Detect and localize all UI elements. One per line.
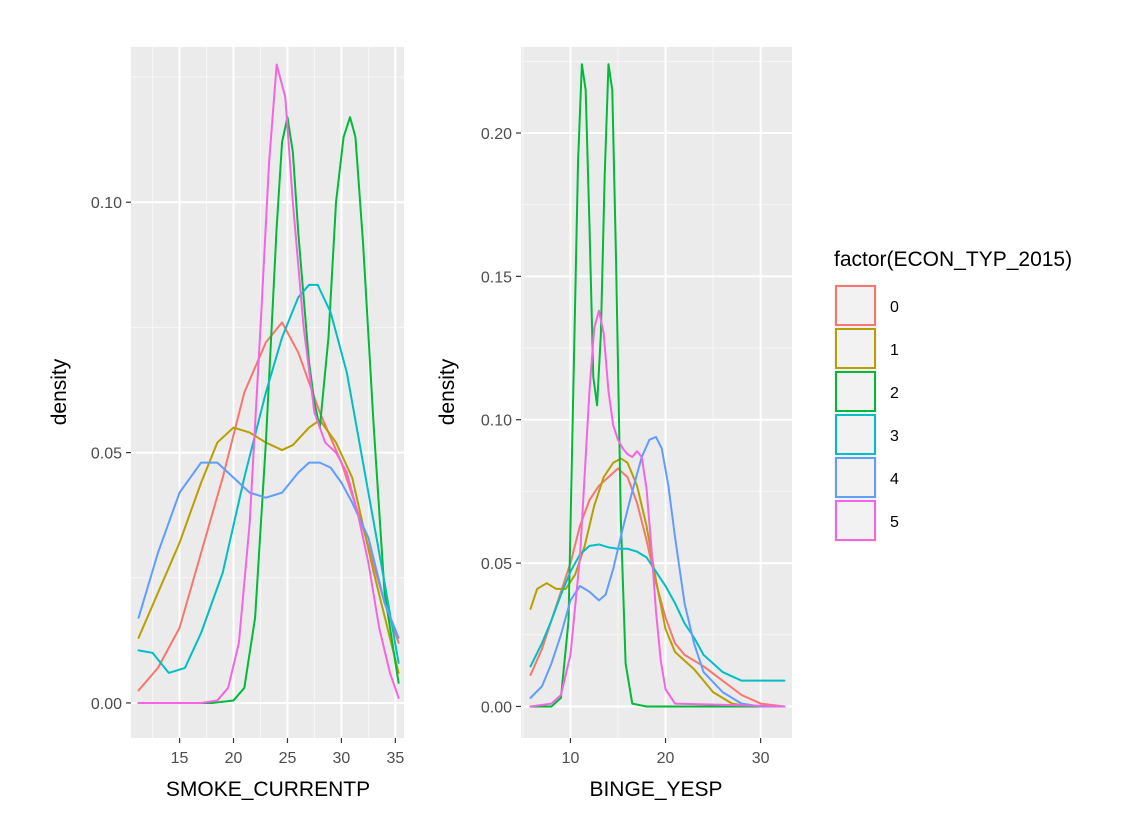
binge-y-tick-label: 0.00 (481, 699, 512, 716)
smoke-density-line-5 (137, 63, 400, 704)
binge-x-tick-label: 20 (657, 750, 675, 767)
legend-label: 1 (890, 342, 899, 359)
legend-key-background (834, 370, 877, 413)
legend-label: 0 (890, 299, 899, 316)
binge-y-tick-label: 0.10 (481, 413, 512, 430)
legend-key-1: 1 (834, 327, 899, 370)
smoke-y-tick-label: 0.10 (91, 195, 122, 212)
legend-key-4: 4 (834, 456, 899, 499)
legend-key-swatch (835, 500, 876, 541)
legend-key-0: 0 (834, 284, 899, 327)
legend-label: 5 (890, 514, 899, 531)
binge-density-line-1 (529, 457, 786, 708)
legend-key-swatch (835, 457, 876, 498)
legend-key-swatch (835, 328, 876, 369)
smoke-x-tick-label: 20 (225, 750, 243, 767)
legend-title: factor(ECON_TYP_2015) (834, 248, 1072, 271)
binge-y-axis-title: density (436, 358, 459, 425)
smoke-y-axis-title: density (48, 358, 71, 425)
legend-key-background (834, 499, 877, 542)
legend-label: 2 (890, 385, 899, 402)
binge-density-panel: 10 20 30 0.00 0.05 0.10 0.15 0.20 (481, 47, 792, 767)
binge-y-tick-label: 0.15 (481, 269, 512, 286)
binge-x-tick-label: 30 (752, 750, 770, 767)
smoke-density-panel: 15 20 25 30 35 0.00 0.05 0.10 (91, 47, 404, 767)
legend-key-3: 3 (834, 413, 899, 456)
legend-key-2: 2 (834, 370, 899, 413)
smoke-y-tick-label: 0.00 (91, 696, 122, 713)
smoke-x-tick-label: 15 (171, 750, 189, 767)
binge-density-line-3 (529, 543, 786, 682)
binge-density-line-5 (529, 309, 786, 708)
legend-label: 3 (890, 428, 899, 445)
legend-key-swatch (835, 371, 876, 412)
legend-key-background (834, 456, 877, 499)
smoke-y-tick-label: 0.05 (91, 446, 122, 463)
smoke-density-line-1 (137, 419, 400, 674)
legend-key-swatch (835, 285, 876, 326)
smoke-x-tick-label: 35 (386, 750, 404, 767)
binge-y-tick-label: 0.20 (481, 126, 512, 143)
smoke-x-tick-label: 25 (279, 750, 297, 767)
legend-key-background (834, 327, 877, 370)
smoke-density-line-3 (137, 283, 400, 674)
legend-key-background (834, 284, 877, 327)
legend: factor(ECON_TYP_2015) 0 1 2 3 4 5 (834, 248, 1072, 542)
smoke-density-line-4 (137, 461, 400, 639)
binge-x-tick-label: 10 (562, 750, 580, 767)
binge-x-axis-title: BINGE_YESP (589, 778, 722, 801)
legend-key-5: 5 (834, 499, 899, 542)
smoke-x-tick-label: 30 (333, 750, 351, 767)
legend-label: 4 (890, 471, 899, 488)
binge-y-tick-label: 0.05 (481, 556, 512, 573)
legend-key-swatch (835, 414, 876, 455)
smoke-x-axis-title: SMOKE_CURRENTP (166, 778, 370, 801)
binge-density-line-2 (529, 63, 786, 708)
legend-key-background (834, 413, 877, 456)
